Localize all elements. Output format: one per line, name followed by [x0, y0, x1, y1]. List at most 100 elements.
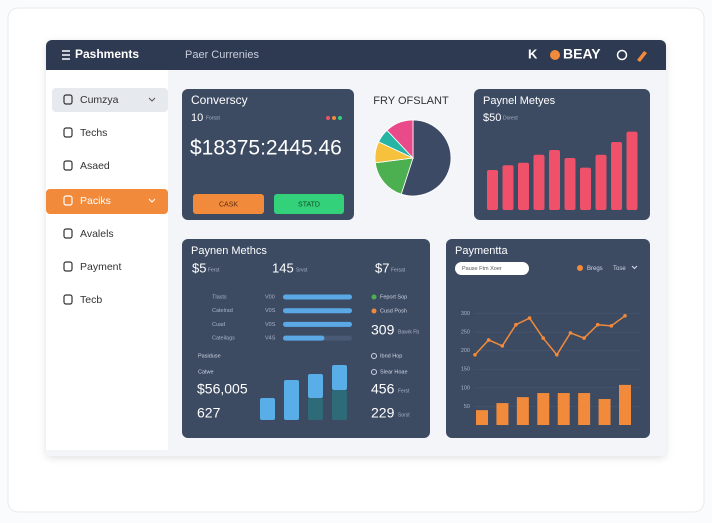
bar — [598, 399, 611, 425]
y-tick-label: 200 — [461, 348, 470, 354]
stack-bar — [308, 398, 323, 420]
note: Ferst — [398, 388, 410, 394]
legend-dot — [371, 294, 377, 300]
button-label: STATD — [298, 201, 320, 208]
row-label: Tlasts — [212, 294, 227, 300]
button[interactable] — [193, 194, 264, 214]
nav-item[interactable]: Cumzya — [80, 94, 119, 106]
legend-label: Bregs — [587, 266, 603, 272]
row-code: V0S — [265, 322, 276, 328]
nav-icon — [63, 127, 73, 138]
card-title: Paynel Metyes — [483, 95, 556, 107]
row-label: Cuad — [212, 322, 225, 328]
pie-slice — [386, 119, 414, 160]
line-point — [473, 353, 477, 357]
card-title: Paynen Methcs — [191, 245, 267, 257]
bar — [537, 393, 550, 425]
nav-icon — [63, 294, 73, 305]
legend-dot — [371, 308, 377, 314]
line-point — [568, 331, 573, 335]
dot — [338, 116, 342, 120]
button[interactable] — [274, 194, 344, 214]
note: Sorst — [398, 412, 410, 418]
stack-bar — [284, 380, 299, 420]
stack-bar — [332, 390, 347, 420]
count: 10 — [191, 112, 203, 124]
legend-icon — [371, 369, 377, 375]
dot — [326, 116, 330, 120]
note: Srvst — [296, 267, 308, 273]
chevron — [148, 97, 156, 102]
row-label: Catelrad — [212, 308, 233, 314]
note: Forsst — [206, 115, 221, 121]
nav-item[interactable]: Tecb — [80, 294, 102, 306]
y-tick-label: 250 — [461, 330, 470, 336]
edit-icon[interactable] — [637, 51, 647, 62]
stat: $7 — [375, 260, 389, 275]
header-bar — [46, 40, 666, 70]
stat: 145 — [272, 260, 294, 275]
stack-bar — [260, 398, 275, 420]
brand-prefix: K — [528, 46, 538, 61]
filter-label[interactable]: Pause Ftm Xoer — [462, 266, 502, 272]
brand-dot — [550, 50, 560, 60]
nav-icon — [63, 228, 73, 239]
nav-item[interactable]: Asaed — [80, 160, 110, 172]
stack-bar — [308, 374, 323, 398]
y-tick-label: 150 — [461, 367, 470, 373]
nav-item[interactable]: Techs — [80, 127, 107, 139]
row-code: V0S — [265, 308, 276, 314]
line-point — [527, 316, 532, 320]
bar — [564, 158, 576, 210]
line-point — [582, 336, 586, 340]
progress-bar — [283, 335, 325, 341]
settings-icon[interactable] — [616, 49, 628, 61]
stat: 627 — [197, 405, 221, 421]
legend-label: Ibnd Hop — [380, 353, 402, 359]
bar — [496, 403, 509, 425]
menu-label[interactable]: Tose — [613, 266, 626, 272]
legend-label: Feport Sop — [380, 294, 407, 300]
line-point — [541, 336, 545, 340]
bar — [549, 150, 560, 210]
bar — [487, 170, 498, 210]
bar — [611, 142, 622, 210]
nav-item[interactable]: Paciks — [80, 195, 111, 207]
row-code: V4S — [265, 336, 276, 342]
sidebar — [46, 70, 168, 450]
menu-icon[interactable] — [62, 50, 70, 60]
filter-pill[interactable] — [455, 262, 529, 275]
line-point — [609, 324, 614, 328]
legend-dot — [577, 265, 583, 271]
dot — [332, 116, 336, 120]
card-title: Converscy — [191, 93, 248, 107]
bar — [557, 393, 570, 425]
app-title: Pashments — [75, 47, 139, 61]
line-point — [595, 322, 600, 327]
card-title: Paymentta — [455, 245, 508, 257]
stat: 309 — [371, 322, 395, 338]
y-tick-label: 300 — [461, 311, 470, 317]
note: Dorest — [503, 115, 518, 121]
stat: $56,005 — [197, 381, 248, 397]
bar — [626, 131, 638, 210]
nav-item[interactable]: Payment — [80, 261, 122, 273]
bar — [578, 393, 591, 425]
bar — [595, 154, 607, 210]
card — [474, 89, 650, 220]
note: Bawrk Fb — [398, 329, 419, 335]
nav-icon — [63, 160, 73, 171]
amount: $18375:2445.46 — [190, 137, 342, 160]
stat: 456 — [371, 381, 395, 397]
amount: $50 — [483, 112, 501, 124]
card — [446, 239, 650, 438]
stat: $5 — [192, 260, 206, 275]
note: Fersat — [391, 267, 406, 273]
legend-label: Slear Hoae — [380, 369, 408, 375]
button-label: CASK — [219, 201, 238, 208]
chevron[interactable] — [631, 265, 638, 270]
legend-icon — [371, 353, 377, 359]
line-point — [486, 338, 491, 342]
progress-bar — [283, 308, 352, 314]
nav-item[interactable]: Avalels — [80, 228, 114, 240]
